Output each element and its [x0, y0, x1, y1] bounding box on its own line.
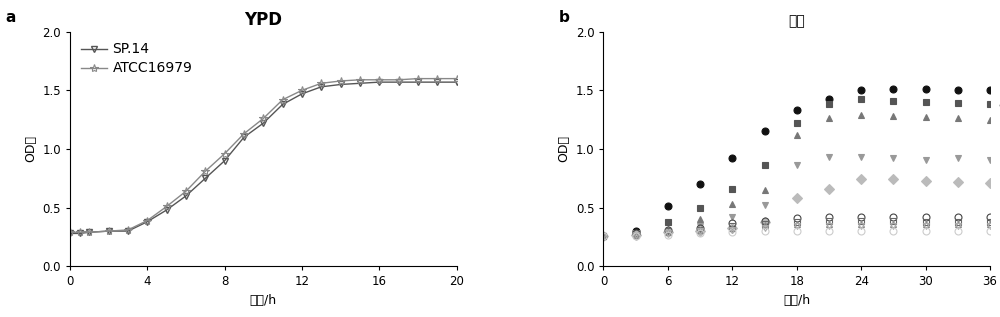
SP.14 [64, 231, 76, 235]
SP.14 [451, 80, 463, 84]
X-axis label: 时间/h: 时间/h [250, 294, 277, 307]
Y-axis label: OD値: OD値 [557, 135, 570, 163]
X-axis label: 时间/h: 时间/h [783, 294, 810, 307]
ATCC16979 [64, 230, 76, 234]
SP.14 [257, 121, 269, 125]
SP.14 [412, 80, 424, 84]
ATCC16979 [257, 117, 269, 120]
Legend: SP.14-4g/L, SP.14-8g/L, SP.14-12g/L, SP.14-16g/L, SP.14-20g/L, ATCC16979-4g/L, A: SP.14-4g/L, SP.14-8g/L, SP.14-12g/L, SP.… [994, 27, 1000, 197]
SP.14 [199, 176, 211, 180]
ATCC16979 [373, 78, 385, 82]
ATCC16979 [277, 98, 289, 102]
SP.14 [238, 135, 250, 139]
Legend: SP.14, ATCC16979: SP.14, ATCC16979 [76, 38, 197, 80]
Title: 乙酸: 乙酸 [788, 14, 805, 28]
Y-axis label: OD値: OD値 [24, 135, 37, 163]
ATCC16979 [103, 229, 115, 233]
SP.14 [180, 194, 192, 198]
SP.14 [277, 102, 289, 106]
SP.14 [122, 229, 134, 233]
ATCC16979 [393, 78, 405, 82]
ATCC16979 [451, 77, 463, 81]
ATCC16979 [219, 152, 231, 156]
SP.14 [83, 230, 95, 234]
ATCC16979 [412, 77, 424, 81]
ATCC16979 [74, 230, 86, 234]
ATCC16979 [161, 204, 173, 208]
ATCC16979 [141, 219, 153, 223]
SP.14 [103, 229, 115, 233]
ATCC16979 [431, 77, 443, 81]
SP.14 [161, 208, 173, 212]
Text: b: b [558, 10, 569, 24]
ATCC16979 [315, 81, 327, 85]
ATCC16979 [122, 228, 134, 232]
SP.14 [373, 80, 385, 84]
SP.14 [141, 220, 153, 223]
ATCC16979 [335, 79, 347, 83]
Title: YPD: YPD [244, 11, 282, 29]
SP.14 [431, 80, 443, 84]
SP.14 [296, 92, 308, 96]
ATCC16979 [199, 169, 211, 173]
SP.14 [74, 231, 86, 235]
SP.14 [354, 81, 366, 85]
Text: a: a [5, 10, 15, 24]
ATCC16979 [354, 78, 366, 82]
SP.14 [393, 80, 405, 84]
ATCC16979 [296, 88, 308, 92]
Line: SP.14: SP.14 [67, 79, 460, 236]
SP.14 [315, 85, 327, 89]
Line: ATCC16979: ATCC16979 [66, 74, 461, 236]
ATCC16979 [238, 132, 250, 136]
SP.14 [219, 159, 231, 163]
ATCC16979 [83, 230, 95, 234]
ATCC16979 [180, 189, 192, 193]
SP.14 [335, 83, 347, 87]
